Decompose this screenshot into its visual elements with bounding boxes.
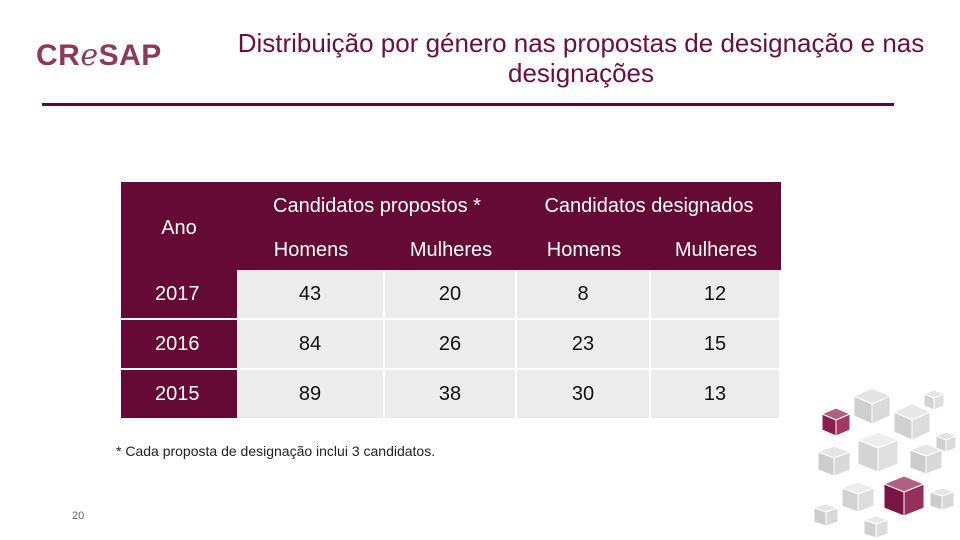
cresap-logo: CReSAP [36,38,162,73]
proposed-men-header: Homens [237,230,385,270]
table-cell: 89 [237,370,385,420]
table-cell: 13 [651,370,781,420]
table-cell: 8 [517,270,651,320]
title-divider [42,103,894,106]
table-cell: 84 [237,320,385,370]
table-cell: 30 [517,370,651,420]
slide-title: Distribuição por género nas propostas de… [237,28,925,88]
footnote: * Cada proposta de designação inclui 3 c… [116,443,436,459]
page-number: 20 [72,510,85,522]
year-header: Ano [121,182,237,270]
designated-men-header: Homens [517,230,651,270]
table-cell: 20 [385,270,517,320]
proposed-women-header: Mulheres [385,230,517,270]
table-cell: 38 [385,370,517,420]
table-row-year: 2016 [121,320,237,370]
table-cell: 12 [651,270,781,320]
logo-prefix: CR [36,39,81,72]
designated-group-header: Candidatos designados [517,182,781,230]
logo-e: e [80,38,99,73]
table-row-year: 2015 [121,370,237,420]
decorative-cubes-graphic [814,388,958,539]
logo-suffix: SAP [98,39,162,72]
table-cell: 43 [237,270,385,320]
table-cell: 23 [517,320,651,370]
table-cell: 15 [651,320,781,370]
designated-women-header: Mulheres [651,230,781,270]
table-row-year: 2017 [121,270,237,320]
proposed-group-header: Candidatos propostos * [237,182,517,230]
table-cell: 26 [385,320,517,370]
